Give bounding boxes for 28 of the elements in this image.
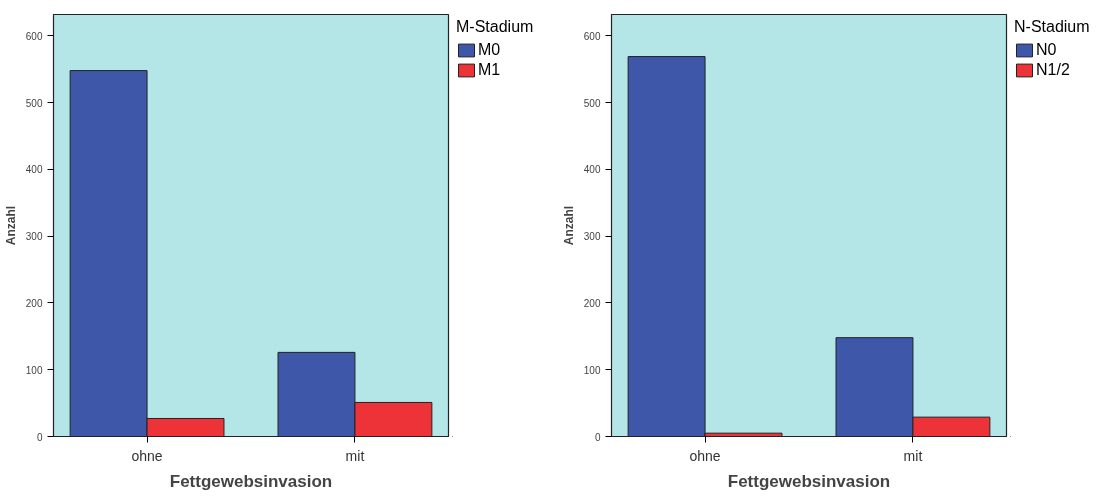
legend-title: N-Stadium (1014, 18, 1090, 36)
y-tick-label: 400 (583, 164, 601, 176)
x-tick-label: ohne (689, 447, 721, 464)
y-tick-label: 100 (583, 364, 601, 376)
y-tick-label: 200 (583, 297, 601, 309)
y-tick-label: 500 (25, 97, 43, 109)
y-tick-label: 0 (594, 431, 601, 443)
y-axis-title: Anzahl (3, 205, 18, 246)
y-tick-label: 200 (25, 297, 43, 309)
y-tick-label: 0 (36, 431, 43, 443)
y-tick-label: 500 (583, 97, 601, 109)
legend-title: M-Stadium (456, 18, 534, 36)
legend-label: N1/2 (1036, 61, 1070, 79)
x-tick-label: mit (345, 447, 365, 464)
y-tick-label: 600 (583, 30, 601, 42)
y-tick-label: 100 (25, 364, 43, 376)
legend-label: M1 (478, 61, 501, 79)
y-tick-label: 400 (25, 164, 43, 176)
y-tick-label: 600 (25, 30, 43, 42)
x-axis-title: Fettgewebsinvasion (169, 471, 333, 491)
x-tick-label: mit (903, 447, 923, 464)
y-axis-title: Anzahl (561, 205, 576, 246)
y-tick-label: 300 (25, 231, 43, 243)
x-axis-title: Fettgewebsinvasion (727, 471, 891, 491)
legend-label: M0 (478, 41, 501, 59)
y-tick-label: 300 (583, 231, 601, 243)
x-tick-label: ohne (131, 447, 163, 464)
legend-label: N0 (1036, 41, 1057, 59)
